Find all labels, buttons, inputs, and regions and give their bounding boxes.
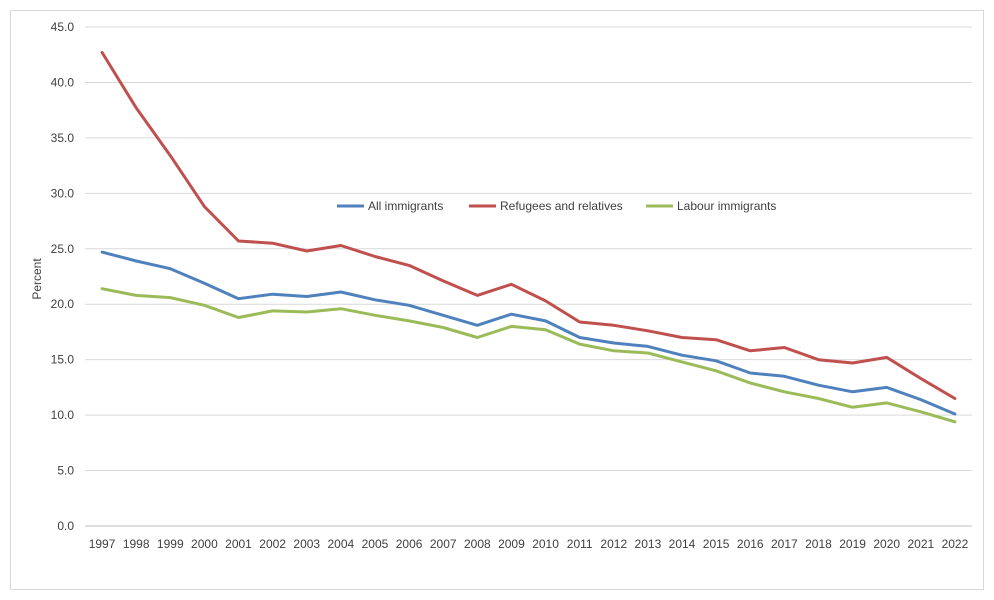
x-tick-label: 2019 bbox=[839, 537, 866, 551]
x-tick-label: 2015 bbox=[703, 537, 730, 551]
x-tick-label: 2007 bbox=[430, 537, 457, 551]
legend-label-refugees-and-relatives: Refugees and relatives bbox=[500, 199, 623, 213]
x-tick-label: 2016 bbox=[737, 537, 764, 551]
x-tick-label: 2021 bbox=[907, 537, 934, 551]
x-tick-label: 2022 bbox=[942, 537, 969, 551]
x-tick-label: 2004 bbox=[328, 537, 355, 551]
gridlines bbox=[85, 26, 972, 527]
x-tick-label: 2008 bbox=[464, 537, 491, 551]
series-line-refugees-and-relatives bbox=[100, 51, 957, 400]
y-tick-label: 25.0 bbox=[51, 242, 75, 256]
y-tick-label: 5.0 bbox=[57, 464, 74, 478]
x-tick-label: 2009 bbox=[498, 537, 525, 551]
x-tick-label: 2017 bbox=[771, 537, 798, 551]
legend: All immigrants Refugees and relatives Labo… bbox=[337, 199, 776, 213]
x-tick-label: 2012 bbox=[600, 537, 627, 551]
y-tick-label: 40.0 bbox=[51, 75, 75, 89]
x-tick-label: 2020 bbox=[873, 537, 900, 551]
x-tick-label: 2003 bbox=[293, 537, 320, 551]
series-line-labour-immigrants bbox=[100, 287, 957, 424]
y-tick-label: 30.0 bbox=[51, 186, 75, 200]
x-tick-label: 2014 bbox=[669, 537, 696, 551]
x-tick-label: 2001 bbox=[225, 537, 252, 551]
x-tick-label: 2005 bbox=[362, 537, 389, 551]
y-tick-label: 35.0 bbox=[51, 131, 75, 145]
x-tick-label: 2011 bbox=[567, 537, 593, 551]
x-tick-label: 2018 bbox=[805, 537, 832, 551]
x-tick-label: 2013 bbox=[635, 537, 662, 551]
x-tick-label: 1999 bbox=[157, 537, 184, 551]
legend-label-all-immigrants: All immigrants bbox=[368, 199, 443, 213]
y-tick-label: 20.0 bbox=[51, 297, 75, 311]
series-line-all-immigrants bbox=[100, 250, 957, 416]
y-tick-label: 45.0 bbox=[51, 20, 75, 34]
x-tick-label: 2006 bbox=[396, 537, 423, 551]
y-axis-title: Percent bbox=[30, 258, 44, 300]
y-tick-label: 15.0 bbox=[51, 353, 75, 367]
x-tick-label: 2000 bbox=[191, 537, 218, 551]
x-tick-label: 1997 bbox=[89, 537, 116, 551]
x-axis-ticks: 1997 1998 1999 2000 2001 2002 2003 2004 2005 2006… bbox=[89, 537, 969, 551]
x-tick-label: 2002 bbox=[259, 537, 286, 551]
x-tick-label: 1998 bbox=[123, 537, 150, 551]
chart-frame bbox=[10, 10, 984, 590]
legend-label-labour-immigrants: Labour immigrants bbox=[677, 199, 776, 213]
x-tick-label: 2010 bbox=[532, 537, 559, 551]
y-tick-label: 0.0 bbox=[57, 519, 74, 533]
y-tick-label: 10.0 bbox=[51, 408, 75, 422]
series-lines bbox=[100, 51, 957, 424]
y-axis-ticks: 0.0 5.0 10.0 15.0 20.0 25.0 30.0 35.0 40.0 45.0 bbox=[51, 20, 75, 533]
